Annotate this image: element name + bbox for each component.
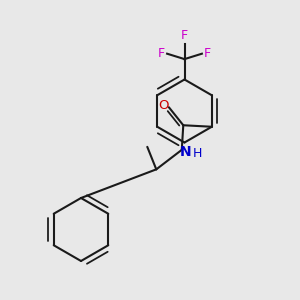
Text: F: F — [158, 47, 165, 60]
Text: F: F — [181, 29, 188, 42]
Text: N: N — [180, 145, 191, 159]
Text: O: O — [158, 99, 169, 112]
Text: H: H — [193, 147, 202, 160]
Text: F: F — [204, 47, 211, 60]
